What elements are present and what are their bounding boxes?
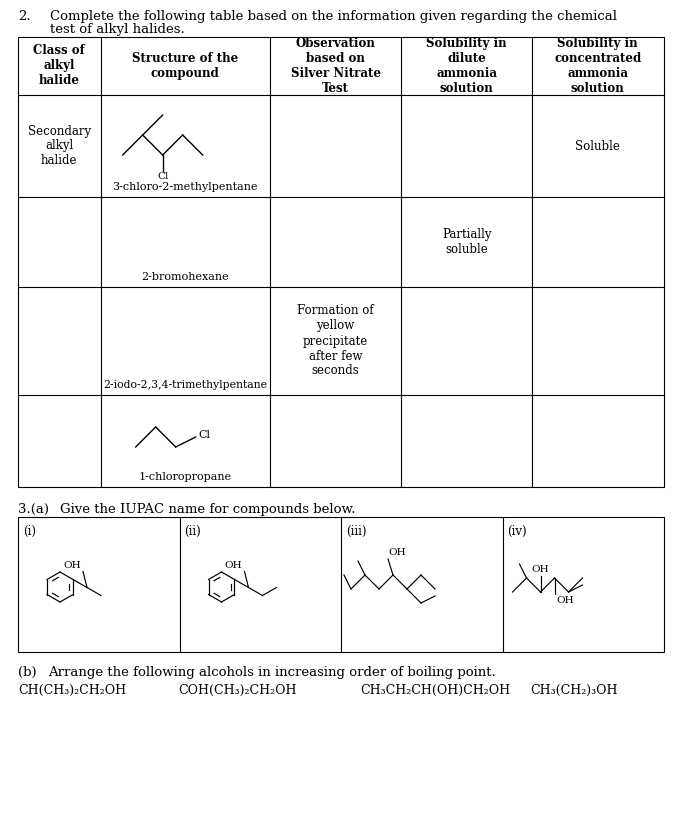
Text: OH: OH: [388, 548, 406, 557]
Text: 1-chloropropane: 1-chloropropane: [138, 472, 232, 482]
Text: 2.: 2.: [18, 10, 31, 23]
Text: COH(CH₃)₂CH₂OH: COH(CH₃)₂CH₂OH: [178, 684, 297, 697]
Text: Partially
soluble: Partially soluble: [442, 228, 492, 256]
Text: 2-bromohexane: 2-bromohexane: [141, 272, 229, 282]
Text: Soluble: Soluble: [576, 139, 620, 153]
Text: Cl: Cl: [198, 430, 211, 440]
Text: (iii): (iii): [346, 525, 366, 538]
Text: Give the IUPAC name for compounds below.: Give the IUPAC name for compounds below.: [60, 503, 355, 516]
Text: (i): (i): [23, 525, 36, 538]
Text: OH: OH: [63, 560, 81, 569]
Text: Structure of the
compound: Structure of the compound: [132, 52, 239, 80]
Text: OH: OH: [557, 596, 574, 605]
Text: 3-chloro-2-methylpentane: 3-chloro-2-methylpentane: [113, 182, 258, 192]
Text: CH(CH₃)₂CH₂OH: CH(CH₃)₂CH₂OH: [18, 684, 126, 697]
Text: 2-iodo-2,3,4-trimethylpentane: 2-iodo-2,3,4-trimethylpentane: [103, 380, 267, 390]
Text: CH₃(CH₂)₃OH: CH₃(CH₂)₃OH: [530, 684, 617, 697]
Text: OH: OH: [532, 565, 549, 574]
Text: Solubility in
dilute
ammonia
solution: Solubility in dilute ammonia solution: [426, 37, 507, 95]
Text: (ii): (ii): [185, 525, 201, 538]
Text: Class of
alkyl
halide: Class of alkyl halide: [33, 45, 85, 87]
Text: Formation of
yellow
precipitate
after few
seconds: Formation of yellow precipitate after fe…: [297, 305, 374, 378]
Text: (b): (b): [18, 666, 37, 679]
Text: test of alkyl halides.: test of alkyl halides.: [50, 23, 185, 36]
Text: 3.(a): 3.(a): [18, 503, 49, 516]
Text: Observation
based on
Silver Nitrate
Test: Observation based on Silver Nitrate Test: [291, 37, 381, 95]
Text: Cl: Cl: [157, 172, 168, 181]
Text: Arrange the following alcohols in increasing order of boiling point.: Arrange the following alcohols in increa…: [48, 666, 496, 679]
Bar: [18, 37, 664, 487]
Bar: [18, 517, 664, 652]
Text: Complete the following table based on the information given regarding the chemic: Complete the following table based on th…: [50, 10, 617, 23]
Text: Secondary
alkyl
halide: Secondary alkyl halide: [28, 124, 91, 168]
Text: Solubility in
concentrated
ammonia
solution: Solubility in concentrated ammonia solut…: [554, 37, 641, 95]
Text: OH: OH: [225, 560, 243, 569]
Text: CH₃CH₂CH(OH)CH₂OH: CH₃CH₂CH(OH)CH₂OH: [360, 684, 510, 697]
Text: (iv): (iv): [507, 525, 527, 538]
